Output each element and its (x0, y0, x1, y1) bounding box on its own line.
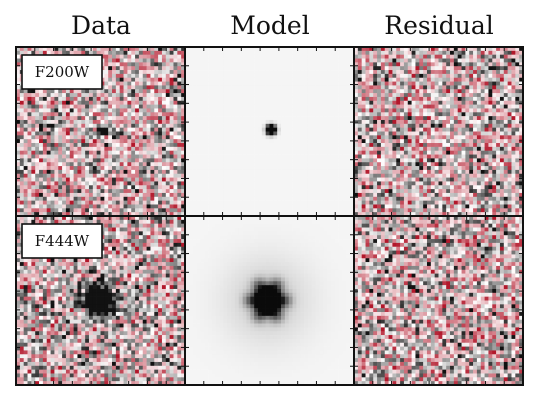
image-panel-model (184, 46, 355, 217)
column-title-data: Data (71, 11, 131, 40)
image-panel-residual (353, 46, 524, 217)
column-title-model: Model (230, 11, 309, 40)
column-title-residual: Residual (384, 11, 493, 40)
band-label-f200w: F200W (21, 54, 103, 90)
image-panel-model (184, 215, 355, 386)
panel-grid (15, 46, 524, 386)
band-label-f444w: F444W (21, 223, 103, 259)
image-panel-residual (353, 215, 524, 386)
image-panel-data (15, 215, 186, 386)
